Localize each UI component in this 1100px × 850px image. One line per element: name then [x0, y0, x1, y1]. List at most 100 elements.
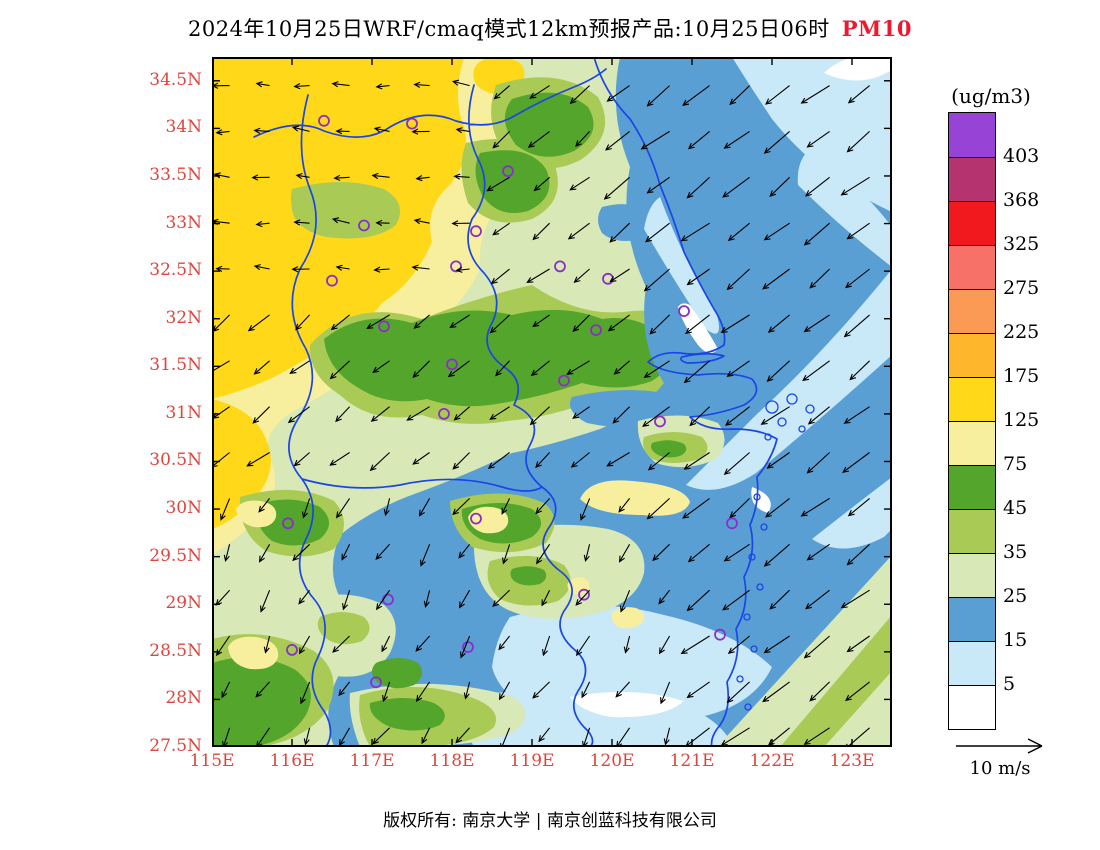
wind-arrow [293, 83, 310, 90]
island-outline [744, 703, 752, 711]
legend-level-label: 5 [1003, 673, 1016, 695]
contour-region [463, 57, 892, 747]
station-marker [654, 415, 666, 428]
island-outline [753, 493, 761, 501]
wind-arrow [366, 314, 390, 329]
wind-arrow [726, 681, 750, 704]
wind-arrow [213, 172, 230, 179]
legend-level-label: 15 [1003, 629, 1028, 651]
wind-scale-arrow-icon [956, 738, 1043, 754]
wind-arrow [329, 360, 350, 380]
wind-arrow [455, 266, 470, 273]
wind-arrow [415, 175, 430, 182]
wind-arrow [255, 681, 271, 698]
wind-arrow [492, 131, 510, 149]
wind-arrow [605, 130, 630, 151]
wind-arrow [492, 222, 510, 236]
wind-arrow [463, 681, 471, 700]
wind-arrow [335, 406, 351, 423]
legend-level-label: 35 [1003, 541, 1028, 563]
lat-tick-label: 32N [165, 307, 202, 328]
wind-arrow [686, 176, 710, 199]
legend-color-block [949, 465, 995, 509]
station-marker [714, 628, 726, 641]
wind-arrow [530, 360, 550, 377]
wind-arrow [572, 406, 590, 419]
wind-arrow [846, 130, 870, 153]
wind-arrow [642, 406, 670, 428]
wind-arrow [298, 589, 311, 605]
wind-arrow [680, 222, 710, 242]
wind-arrow [373, 266, 390, 273]
contour-region [324, 92, 673, 407]
wind-arrow [287, 406, 310, 424]
lat-tick-label: 29N [165, 593, 202, 614]
wind-arrow [330, 314, 350, 331]
legend-unit-label: (ug/m3) [951, 84, 1031, 108]
station-marker [318, 114, 330, 127]
island-outline [798, 425, 806, 433]
wind-arrow [583, 544, 591, 563]
wind-arrow [803, 314, 830, 333]
wind-arrow [603, 176, 630, 200]
station-marker [282, 517, 294, 530]
wind-arrow [806, 130, 830, 148]
wind-arrow [725, 406, 750, 426]
wind-arrow [527, 130, 550, 148]
chart-title: 2024年10月25日WRF/cmaq模式12km预报产品:10月25日06时 P… [0, 13, 1100, 43]
lat-tick-label: 31.5N [149, 355, 202, 376]
wind-arrow [406, 406, 430, 421]
wind-arrow [253, 360, 270, 375]
wind-arrow [689, 406, 710, 427]
wind-arrow [607, 314, 630, 332]
wind-arrow [413, 218, 430, 225]
island-outline [786, 393, 798, 405]
wind-arrow [847, 497, 870, 517]
legend-color-block [949, 157, 995, 201]
wind-arrow [805, 176, 830, 197]
wind-arrow [809, 268, 830, 289]
wind-arrow [498, 635, 511, 651]
forecast-map [212, 57, 892, 747]
contour-region [228, 480, 690, 670]
legend-color-block [949, 685, 995, 729]
wind-arrow [535, 452, 551, 469]
wind-arrow [423, 590, 431, 608]
wind-arrow [418, 498, 431, 517]
wind-arrow [258, 498, 271, 513]
wind-arrow [252, 406, 270, 424]
island-outline [760, 523, 768, 531]
wind-arrow [623, 635, 631, 654]
legend-level-label: 175 [1003, 365, 1040, 387]
wind-arrow [658, 635, 671, 655]
station-marker [602, 272, 614, 285]
wind-arrow [291, 125, 310, 132]
wind-arrow [411, 128, 430, 135]
wind-arrow [849, 360, 870, 381]
wind-arrow [729, 498, 750, 519]
wind-arrow [489, 406, 510, 420]
station-marker [446, 358, 458, 371]
wind-arrow [840, 589, 870, 609]
legend-labels: 403 368 325 275 225 175 125 75 45 35 25 15 5 [1003, 112, 1063, 752]
station-marker [286, 644, 298, 656]
wind-arrow [658, 589, 671, 605]
wind-arrow [412, 452, 430, 465]
lat-tick-label: 33N [165, 212, 202, 233]
pollutant-label: PM10 [841, 16, 912, 41]
wind-arrow [842, 452, 870, 473]
wind-arrow [726, 268, 750, 291]
wind-arrow [215, 589, 231, 606]
wind-arrow [335, 498, 351, 519]
wind-arrow [420, 544, 431, 567]
wind-arrow [640, 130, 670, 150]
wind-arrow [489, 314, 510, 334]
station-marker [450, 260, 462, 273]
wind-arrow [455, 127, 470, 134]
legend-level-label: 75 [1003, 453, 1028, 475]
wind-arrow [643, 268, 670, 292]
wind-arrow [806, 543, 830, 561]
wind-arrow [493, 85, 510, 100]
island-outline [777, 417, 787, 427]
wind-arrow [453, 173, 470, 180]
